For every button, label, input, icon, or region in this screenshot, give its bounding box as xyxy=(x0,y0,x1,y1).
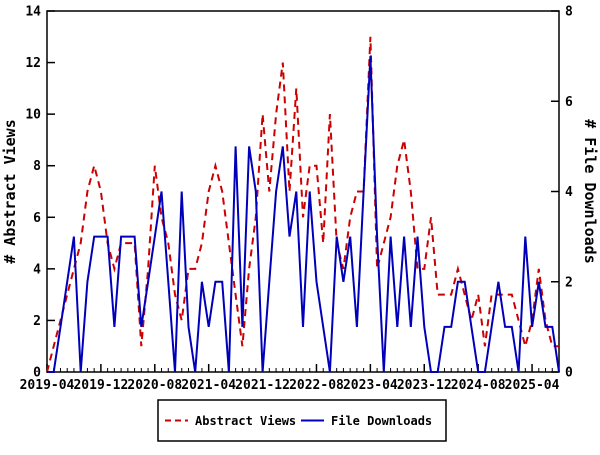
y-right-axis-tick-labels: 0 2 4 6 8 xyxy=(565,5,573,381)
y-left-tick-label: 6 xyxy=(33,211,41,226)
file-downloads-legend-label: File Downloads xyxy=(331,414,432,428)
y-right-tick-label: 6 xyxy=(565,95,573,110)
y-right-tick-label: 8 xyxy=(565,5,573,20)
x-tick-label: 2019-12 xyxy=(73,378,128,393)
y-left-tick-label: 2 xyxy=(33,314,41,329)
x-tick-label: 2020-08 xyxy=(127,378,182,393)
x-tick-label: 2021-12 xyxy=(235,378,290,393)
y-left-axis-title: # Abstract Views xyxy=(1,119,19,264)
y-left-tick-label: 4 xyxy=(33,262,41,277)
x-tick-label: 2022-08 xyxy=(289,378,344,393)
legend: Abstract Views File Downloads xyxy=(157,399,447,442)
x-tick-label: 2025-04 xyxy=(505,378,560,393)
y-right-tick-label: 2 xyxy=(565,275,573,290)
y-right-axis-ticks xyxy=(551,10,559,373)
y-right-axis-title: # File Downloads xyxy=(581,119,599,264)
x-tick-label: 2019-04 xyxy=(20,378,75,393)
y-left-axis-tick-labels: 0 2 4 6 8 10 12 14 xyxy=(25,5,41,381)
y-left-tick-label: 0 xyxy=(33,366,41,381)
y-right-tick-label: 0 xyxy=(565,366,573,381)
x-tick-label: 2023-12 xyxy=(397,378,452,393)
abstract-views-legend-label: Abstract Views xyxy=(195,414,296,428)
abstract-views-line xyxy=(46,36,559,373)
y-left-tick-label: 10 xyxy=(25,108,41,123)
x-tick-label: 2021-04 xyxy=(181,378,236,393)
file-downloads-line xyxy=(47,56,560,373)
y-left-tick-label: 14 xyxy=(25,5,41,20)
x-tick-label: 2023-04 xyxy=(343,378,398,393)
y-left-tick-label: 8 xyxy=(33,159,41,174)
x-axis-tick-labels: 2019-04 2019-12 2020-08 2021-04 2021-12 2022-… xyxy=(20,378,560,393)
x-tick-label: 2024-08 xyxy=(451,378,506,393)
y-right-tick-label: 4 xyxy=(565,185,573,200)
y-left-tick-label: 12 xyxy=(25,56,41,71)
